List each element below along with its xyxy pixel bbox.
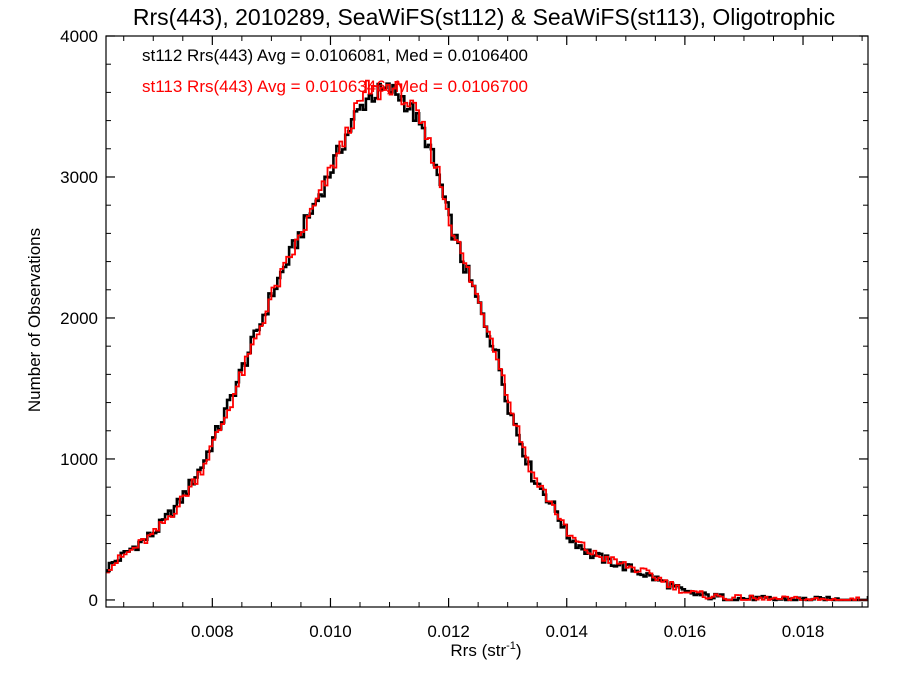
series-line-st113 xyxy=(106,79,868,601)
x-axis-label: Rrs (str-1) xyxy=(450,640,521,660)
x-tick-label: 0.014 xyxy=(545,622,588,641)
legend-entry-st112: st112 Rrs(443) Avg = 0.0106081, Med = 0.… xyxy=(142,46,528,65)
y-axis: 0 1000 2000 3000 4000 xyxy=(60,27,868,610)
plot-area xyxy=(106,79,868,602)
x-tick-label: 0.016 xyxy=(664,622,707,641)
y-tick-label: 0 xyxy=(89,591,98,610)
chart-title: Rrs(443), 2010289, SeaWiFS(st112) & SeaW… xyxy=(133,4,835,30)
y-tick-label: 2000 xyxy=(60,309,98,328)
legend-entry-st113: st113 Rrs(443) Avg = 0.0106346, Med = 0.… xyxy=(142,77,528,96)
y-tick-label: 1000 xyxy=(60,450,98,469)
y-tick-label: 3000 xyxy=(60,168,98,187)
x-axis-label-close: ) xyxy=(516,641,522,660)
x-axis: 0.008 0.010 0.012 0.014 0.016 0.018 xyxy=(123,36,863,641)
x-tick-label: 0.010 xyxy=(309,622,352,641)
x-tick-label: 0.012 xyxy=(427,622,470,641)
x-axis-label-superscript: -1 xyxy=(506,640,516,652)
plot-frame xyxy=(105,35,869,608)
series-line-st112 xyxy=(106,82,868,602)
x-tick-label: 0.008 xyxy=(191,622,234,641)
x-tick-label: 0.018 xyxy=(782,622,825,641)
y-tick-label: 4000 xyxy=(60,27,98,46)
x-axis-label-text: Rrs (str xyxy=(450,641,506,660)
y-axis-label: Number of Observations xyxy=(25,228,44,412)
